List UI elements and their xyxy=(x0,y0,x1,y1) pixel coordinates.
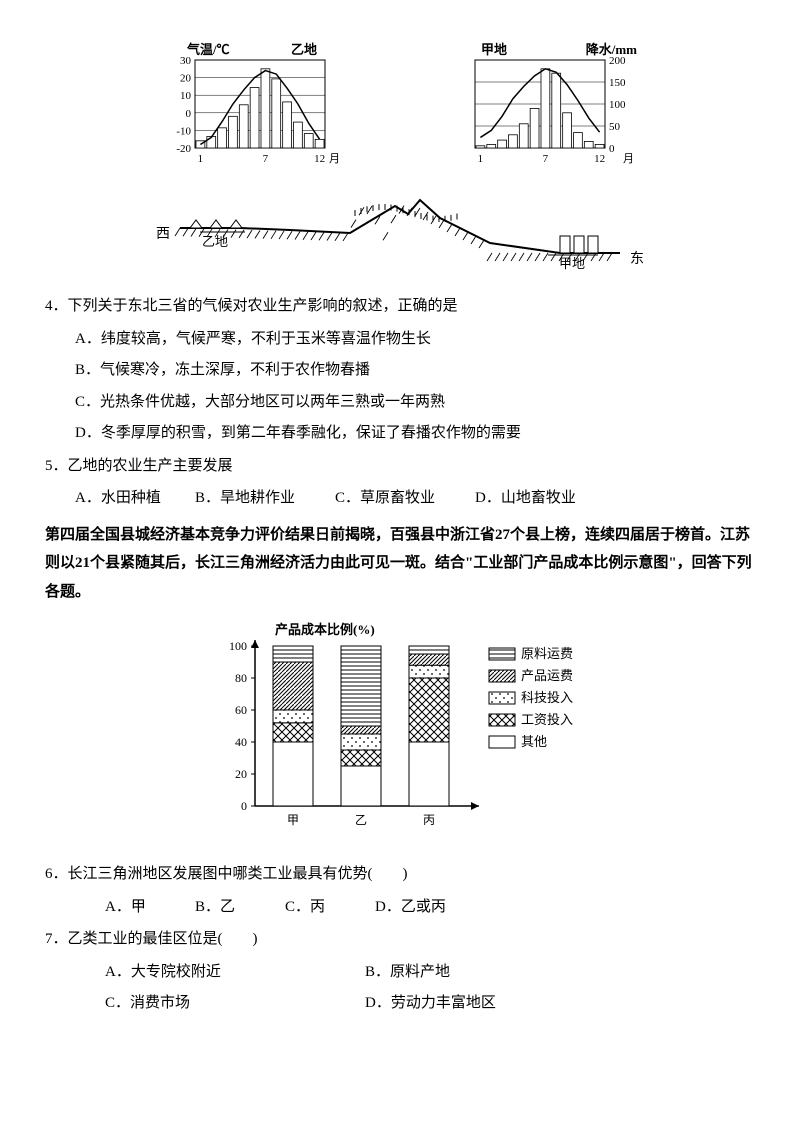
q7-opt-a: A．大专院校附近 xyxy=(105,958,365,987)
q6-options: A．甲 B．乙 C．丙 D．乙或丙 xyxy=(105,893,755,922)
svg-text:-10: -10 xyxy=(176,125,191,137)
svg-text:东: 东 xyxy=(630,251,644,267)
q6-opt-d: D．乙或丙 xyxy=(375,893,495,922)
climate-terrain-svg: -20-1001020301712月气温/℃乙地0501001502001712… xyxy=(140,38,660,278)
svg-text:产品运费: 产品运费 xyxy=(521,668,573,683)
svg-text:西: 西 xyxy=(156,227,170,242)
q4-opt-d: D．冬季厚厚的积雪，到第二年春季融化，保证了春播农作物的需要 xyxy=(75,419,755,448)
figure-climate-terrain: -20-1001020301712月气温/℃乙地0501001502001712… xyxy=(45,38,755,278)
q4-opt-a: A．纬度较高，气候严寒，不利于玉米等喜温作物生长 xyxy=(75,325,755,354)
q4-stem: 4．下列关于东北三省的气候对农业生产影响的叙述，正确的是 xyxy=(45,292,755,321)
svg-text:气温/℃: 气温/℃ xyxy=(187,42,230,57)
svg-text:丙: 丙 xyxy=(423,813,435,827)
svg-text:100: 100 xyxy=(229,639,247,653)
svg-text:40: 40 xyxy=(235,735,247,749)
q7-options-2: C．消费市场 D．劳动力丰富地区 xyxy=(105,989,755,1018)
svg-text:10: 10 xyxy=(180,90,192,102)
svg-text:甲地: 甲地 xyxy=(559,256,585,271)
passage-2: 第四届全国县城经济基本竞争力评价结果日前揭晓，百强县中浙江省27个县上榜，连续四… xyxy=(45,521,755,607)
svg-text:80: 80 xyxy=(235,671,247,685)
svg-text:甲: 甲 xyxy=(287,813,299,827)
q7-opt-c: C．消费市场 xyxy=(105,989,365,1018)
q5-opt-a: A．水田种植 xyxy=(75,484,195,513)
q7-options-1: A．大专院校附近 B．原料产地 xyxy=(105,958,755,987)
svg-text:乙: 乙 xyxy=(355,813,367,827)
svg-text:1: 1 xyxy=(478,153,484,165)
svg-text:-20: -20 xyxy=(176,143,191,155)
q5-stem: 5．乙地的农业生产主要发展 xyxy=(45,452,755,481)
svg-text:乙地: 乙地 xyxy=(291,42,317,57)
svg-text:其他: 其他 xyxy=(521,734,547,749)
q5-opt-c: C．草原畜牧业 xyxy=(335,484,475,513)
svg-text:甲地: 甲地 xyxy=(481,42,507,57)
q5-opt-b: B．旱地耕作业 xyxy=(195,484,335,513)
svg-text:50: 50 xyxy=(609,121,621,133)
svg-text:60: 60 xyxy=(235,703,247,717)
svg-text:产品成本比例(%): 产品成本比例(%) xyxy=(275,622,375,637)
svg-text:7: 7 xyxy=(543,153,549,165)
q4-opt-b: B．气候寒冷，冻土深厚，不利于农作物春播 xyxy=(75,356,755,385)
svg-text:0: 0 xyxy=(609,143,615,155)
svg-text:降水/mm: 降水/mm xyxy=(586,42,637,57)
q7-stem: 7．乙类工业的最佳区位是( ) xyxy=(45,925,755,954)
svg-text:月: 月 xyxy=(623,153,634,165)
svg-text:150: 150 xyxy=(609,77,626,89)
q6-opt-a: A．甲 xyxy=(105,893,195,922)
svg-text:20: 20 xyxy=(235,767,247,781)
svg-text:100: 100 xyxy=(609,99,626,111)
svg-text:工资投入: 工资投入 xyxy=(521,712,573,727)
q6-stem: 6．长江三角洲地区发展图中哪类工业最具有优势( ) xyxy=(45,860,755,889)
q7-opt-b: B．原料产地 xyxy=(365,958,565,987)
q6-opt-b: B．乙 xyxy=(195,893,285,922)
q5-options: A．水田种植 B．旱地耕作业 C．草原畜牧业 D．山地畜牧业 xyxy=(75,484,755,513)
svg-text:科技投入: 科技投入 xyxy=(521,690,573,705)
svg-text:月: 月 xyxy=(329,153,340,165)
q5-opt-d: D．山地畜牧业 xyxy=(475,484,615,513)
svg-text:原料运费: 原料运费 xyxy=(521,646,573,661)
q6-opt-c: C．丙 xyxy=(285,893,375,922)
svg-text:12: 12 xyxy=(314,153,325,165)
q4-opt-c: C．光热条件优越，大部分地区可以两年三熟或一年两熟 xyxy=(75,388,755,417)
svg-text:12: 12 xyxy=(594,153,605,165)
figure-cost-ratio: 产品成本比例(%) 0 20 40 60 80 100 甲 乙 丙 原料运费产品运费科技投入工资投入… xyxy=(45,616,755,846)
svg-text:乙地: 乙地 xyxy=(202,234,228,249)
cost-ratio-svg: 产品成本比例(%) 0 20 40 60 80 100 甲 乙 丙 原料运费产品运费科技投入工资投入… xyxy=(190,616,610,846)
q7-opt-d: D．劳动力丰富地区 xyxy=(365,989,565,1018)
svg-text:0: 0 xyxy=(241,799,247,813)
svg-text:7: 7 xyxy=(263,153,269,165)
svg-text:0: 0 xyxy=(186,108,192,120)
svg-text:1: 1 xyxy=(198,153,204,165)
svg-text:20: 20 xyxy=(180,73,192,85)
